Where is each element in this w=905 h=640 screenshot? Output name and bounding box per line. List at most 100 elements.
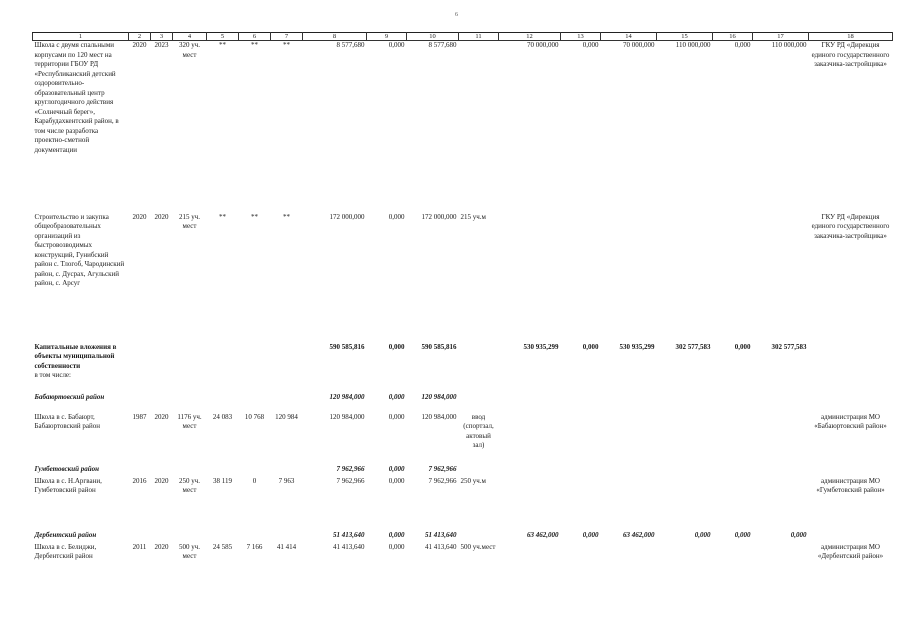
district-row: Гумбетовский район 7 962,966 0,000 7 962… — [33, 465, 893, 477]
cell-c10: 120 984,000 — [421, 412, 457, 421]
end-year: 2020 — [154, 542, 169, 551]
cell-c6: ** — [251, 212, 258, 221]
end-year: 2020 — [154, 212, 169, 221]
page-number: 6 — [455, 12, 458, 18]
cell-c15 — [657, 213, 713, 343]
customer-name: администрация МО «Бабаюртовский район» — [814, 412, 887, 431]
cell-c13 — [561, 213, 601, 343]
header-cell: 4 — [172, 32, 207, 41]
capacity: 320 уч. мест — [178, 41, 201, 59]
header-cell: 2 — [128, 32, 151, 41]
district-name: Дербентский район — [34, 530, 97, 539]
district-name: Бабаюртовский район — [34, 392, 105, 401]
header-cell: 1 — [32, 32, 129, 41]
cell-c10: 120 984,000 — [421, 392, 457, 401]
customer-name: ГКУ РД «Дирекция единого государственног… — [811, 212, 890, 240]
object-name: Школа с двумя спальными корпусами по 120… — [34, 41, 119, 154]
district-row: Дербентский район 51 413,640 0,000 51 41… — [33, 531, 893, 543]
end-year: 2023 — [154, 41, 169, 49]
cell-c7: 7 963 — [278, 476, 295, 485]
cell-c8: 590 585,816 — [329, 342, 365, 351]
cell-c10: 7 962,966 — [428, 464, 457, 473]
start-year: 2020 — [132, 41, 147, 49]
cell-c10: 7 962,966 — [428, 476, 457, 485]
cell-c12 — [499, 213, 561, 343]
cell-c6: 7 166 — [246, 542, 263, 551]
cell-c14: 530 935,299 — [619, 342, 655, 351]
header-cell: 13 — [560, 32, 601, 41]
cell-c16: 0,000 — [734, 530, 751, 539]
header-cell: 11 — [458, 32, 499, 41]
cell-c7: 41 414 — [276, 542, 297, 551]
table-row: Строительство и закупка общеобразователь… — [33, 213, 893, 343]
cell-c7: ** — [283, 41, 290, 49]
table-row: Капитальные вложения в объекты муниципал… — [33, 343, 893, 393]
capacity: 215 уч. мест — [178, 212, 201, 231]
cell-c10: 51 413,640 — [425, 530, 457, 539]
object-name: Школа в с. Белиджи, Дербентский район — [34, 542, 97, 561]
cell-c5: ** — [219, 41, 226, 49]
capacity: 500 уч. мест — [178, 542, 201, 561]
cell-c8: 7 962,966 — [336, 464, 365, 473]
table-row: Школа в с. Белиджи, Дербентский район 20… — [33, 543, 893, 591]
cell-c11: 250 уч.м — [460, 476, 486, 485]
capacity: 1176 уч. мест — [177, 412, 202, 431]
cell-c6: ** — [251, 41, 258, 49]
cell-c16 — [713, 213, 753, 343]
cell-c9: 0,000 — [388, 412, 405, 421]
cell-c8: 7 962,966 — [336, 476, 365, 485]
investment-table: 1 2 3 4 5 6 7 8 9 10 11 12 13 14 15 16 1… — [32, 32, 893, 591]
cell-c11: 500 уч.мест — [460, 542, 496, 551]
header-cell: 18 — [808, 32, 893, 41]
customer-name: администрация МО «Дербентский район» — [817, 542, 884, 561]
capacity: 250 уч. мест — [178, 476, 201, 495]
column-number-header: 1 2 3 4 5 6 7 8 9 10 11 12 13 14 15 16 1… — [32, 32, 893, 41]
cell-c9: 0,000 — [388, 476, 405, 485]
header-cell: 3 — [150, 32, 173, 41]
table-row: Школа в с. Бабаюрт, Бабаюртовский район … — [33, 413, 893, 465]
header-cell: 5 — [206, 32, 239, 41]
cell-c5: 24 083 — [212, 412, 233, 421]
cell-c11 — [459, 41, 499, 213]
customer-name: ГКУ РД «Дирекция единого государственног… — [811, 41, 890, 68]
cell-c9: 0,000 — [388, 542, 405, 551]
cell-c7: ** — [283, 212, 290, 221]
cell-c17: 0,000 — [790, 530, 807, 539]
cell-c9: 0,000 — [388, 41, 405, 49]
end-year: 2020 — [154, 476, 169, 485]
header-cell: 6 — [238, 32, 271, 41]
customer-name: администрация МО «Гумбетовский район» — [816, 476, 885, 495]
cell-c12: 530 935,299 — [523, 342, 559, 351]
cell-c8: 120 984,000 — [329, 412, 365, 421]
cell-c11: 215 уч.м — [460, 212, 486, 221]
cell-c6: 10 768 — [244, 412, 265, 421]
start-year: 1987 — [132, 412, 147, 421]
cell-c9: 0,000 — [388, 212, 405, 221]
header-cell: 17 — [752, 32, 809, 41]
cell-c17: 302 577,583 — [771, 342, 807, 351]
district-row: Бабаюртовский район 120 984,000 0,000 12… — [33, 393, 893, 413]
cell-c16: 0,000 — [734, 41, 751, 49]
cell-c5: 38 119 — [213, 476, 232, 485]
cell-c17 — [753, 213, 809, 343]
cell-c14 — [601, 213, 657, 343]
end-year: 2020 — [154, 412, 169, 421]
header-cell: 7 — [270, 32, 303, 41]
cell-c12: 63 462,000 — [527, 530, 559, 539]
header-cell: 8 — [302, 32, 367, 41]
cell-c13: 0,000 — [582, 342, 599, 351]
cell-c14: 63 462,000 — [623, 530, 655, 539]
header-cell: 15 — [656, 32, 713, 41]
section-title-text: Капитальные вложения в объекты муниципал… — [34, 342, 117, 370]
object-name: Школа в с. Бабаюрт, Бабаюртовский район — [34, 412, 101, 431]
header-cell: 16 — [712, 32, 753, 41]
section-subtitle: в том числе: — [34, 371, 72, 379]
table-row: Школа в с. Н.Аргвани, Гумбетовский район… — [33, 477, 893, 531]
cell-c9: 0,000 — [388, 342, 405, 351]
cell-c5: ** — [219, 212, 226, 221]
cell-c9: 0,000 — [388, 392, 405, 401]
cell-c8: 51 413,640 — [333, 530, 365, 539]
cell-c8: 172 000,000 — [329, 212, 365, 221]
cell-c10: 590 585,816 — [421, 342, 457, 351]
